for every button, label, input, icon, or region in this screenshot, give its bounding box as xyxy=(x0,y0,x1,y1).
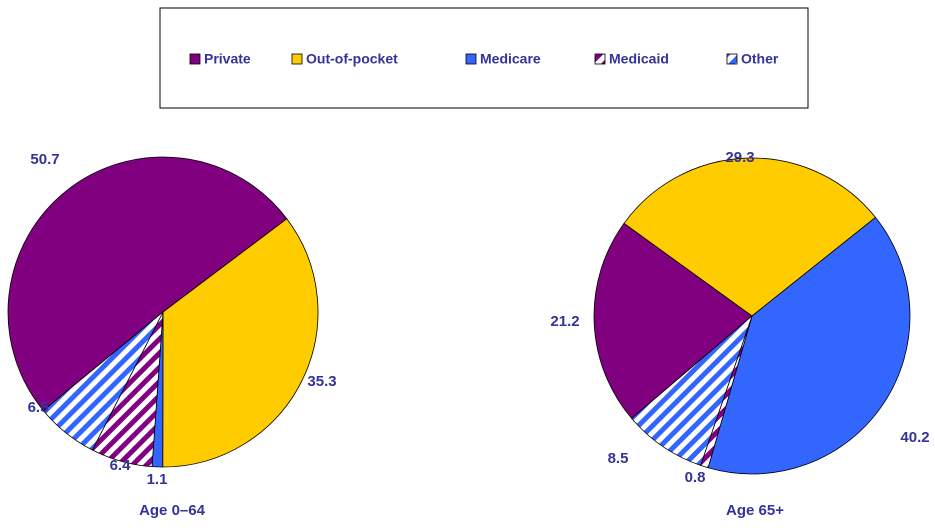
legend-swatch xyxy=(189,53,201,65)
data-label: 21.2 xyxy=(550,313,579,330)
legend-label: Out-of-pocket xyxy=(306,51,398,67)
pie-slice xyxy=(42,311,164,451)
data-label: 6.4 xyxy=(110,457,132,474)
pie-title: Age 0–64 xyxy=(139,502,206,519)
legend-swatch xyxy=(291,53,303,65)
data-label: 0.8 xyxy=(685,469,706,486)
data-label: 40.2 xyxy=(900,429,929,446)
data-label: 35.3 xyxy=(307,373,336,390)
pie-slice xyxy=(7,156,288,412)
pie-slice xyxy=(631,314,753,466)
legend-swatch xyxy=(726,53,738,65)
legend-label: Private xyxy=(204,51,251,67)
pie-slice xyxy=(623,157,877,317)
data-label: 8.5 xyxy=(608,450,629,467)
data-label: 29.3 xyxy=(725,149,754,166)
legend-swatch xyxy=(465,53,477,65)
pie-slice xyxy=(707,216,911,475)
data-label: 1.1 xyxy=(147,471,168,488)
legend-label: Medicare xyxy=(480,51,541,67)
pie-slice xyxy=(162,218,319,468)
legend-swatch xyxy=(594,53,606,65)
pie-title: Age 65+ xyxy=(726,502,784,519)
data-label: 6.5 xyxy=(28,399,49,416)
pie-slice xyxy=(593,222,753,419)
legend-box xyxy=(159,7,809,109)
data-label: 50.7 xyxy=(30,151,59,168)
legend-label: Other xyxy=(741,51,779,67)
legend-label: Medicaid xyxy=(609,51,669,67)
